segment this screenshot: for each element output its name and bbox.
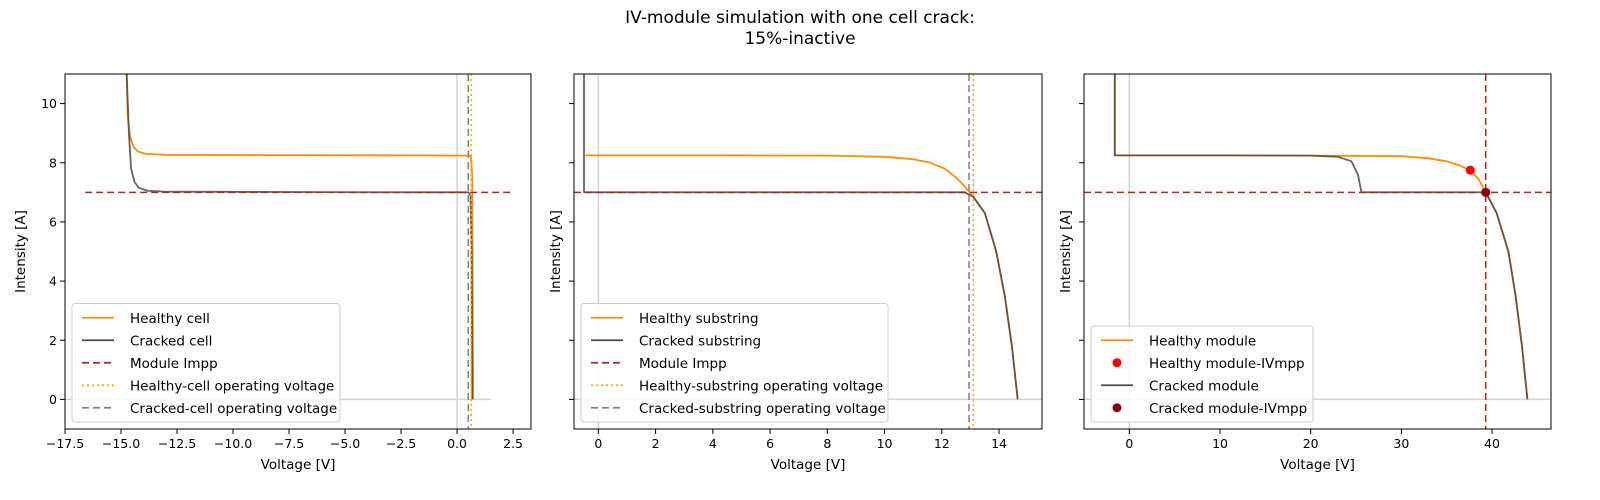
x-tick-label: −5.0 bbox=[330, 436, 360, 451]
series-line-1 bbox=[125, 74, 475, 400]
chart-panel-2: 0 2 4 6 8 10 12 14 Voltage [V] Intensity [A] Healt… bbox=[548, 73, 1043, 473]
legend: Healthy substring Cracked substring Module… bbox=[580, 303, 889, 423]
axes-frame bbox=[64, 73, 532, 430]
x-tick-label: 6 bbox=[766, 436, 774, 451]
x-tick-label: 12 bbox=[934, 436, 950, 451]
legend-label: Cracked module-IVmpp bbox=[1149, 401, 1307, 417]
y-tick-label: 8 bbox=[49, 155, 57, 170]
y-axis-label: Intensity [A] bbox=[1058, 210, 1074, 293]
axes-frame bbox=[573, 73, 1043, 430]
legend-label: Cracked module bbox=[1149, 378, 1259, 394]
chart-panel-1: −17.5 −15.0 −12.5 −10.0 −7.5 −5.0 −2.5 0.0 2.5 0 2… bbox=[13, 73, 532, 473]
x-tick-label: 2 bbox=[652, 436, 660, 451]
legend-label: Cracked substring bbox=[639, 333, 761, 349]
figure-title: IV-module simulation with one cell crack… bbox=[0, 8, 1600, 50]
mpp-marker-1 bbox=[1465, 165, 1475, 175]
x-tick-label: 0 bbox=[1125, 436, 1133, 451]
x-tick-label: 40 bbox=[1484, 436, 1500, 451]
y-tick-label: 4 bbox=[49, 274, 57, 289]
mpp-marker-2 bbox=[1481, 187, 1491, 197]
y-axis-label: Intensity [A] bbox=[13, 210, 29, 293]
y-tick-label: 0 bbox=[49, 392, 57, 407]
x-tick-label: −7.5 bbox=[274, 436, 304, 451]
x-tick-label: 0.0 bbox=[447, 436, 467, 451]
legend-label: Cracked cell bbox=[130, 333, 212, 349]
x-tick-label: 10 bbox=[877, 436, 893, 451]
x-axis-label: Voltage [V] bbox=[1280, 457, 1355, 473]
x-axis-label: Voltage [V] bbox=[771, 457, 846, 473]
x-tick-label: 4 bbox=[709, 436, 717, 451]
x-tick-label: −17.5 bbox=[46, 436, 84, 451]
x-tick-label: −15.0 bbox=[102, 436, 140, 451]
figure-title-line-2: 15%-inactive bbox=[744, 29, 856, 49]
x-tick-label: −10.0 bbox=[214, 436, 252, 451]
y-tick-label: 10 bbox=[41, 96, 57, 111]
legend-label: Healthy cell bbox=[130, 311, 210, 327]
x-tick-label: −2.5 bbox=[386, 436, 416, 451]
y-tick-label: 2 bbox=[49, 333, 57, 348]
legend-box bbox=[580, 303, 889, 423]
x-axis-label: Voltage [V] bbox=[261, 457, 336, 473]
legend: Healthy cell Cracked cell Module Impp Healt… bbox=[71, 303, 341, 423]
x-tick-label: 10 bbox=[1212, 436, 1228, 451]
legend-label: Module Impp bbox=[130, 356, 218, 372]
x-tick-label: 20 bbox=[1303, 436, 1319, 451]
x-tick-label: 0 bbox=[594, 436, 602, 451]
x-tick-label: 14 bbox=[991, 436, 1007, 451]
x-tick-label: 30 bbox=[1393, 436, 1409, 451]
legend-label: Healthy-substring operating voltage bbox=[639, 378, 883, 394]
figure-title-line-1: IV-module simulation with one cell crack… bbox=[625, 8, 975, 28]
legend-label: Healthy module-IVmpp bbox=[1149, 356, 1305, 372]
legend-label: Module Impp bbox=[639, 356, 727, 372]
x-tick-label: 8 bbox=[823, 436, 831, 451]
legend-label: Healthy module bbox=[1149, 333, 1256, 349]
chart-panel-3: 0 10 20 30 40 Voltage [V] Intensity [A] Healthy… bbox=[1058, 73, 1552, 473]
y-axis-label: Intensity [A] bbox=[548, 210, 564, 293]
legend-box bbox=[1090, 325, 1314, 423]
legend-box bbox=[71, 303, 341, 423]
legend-label: Cracked-cell operating voltage bbox=[130, 401, 337, 417]
axes-frame bbox=[1083, 73, 1552, 430]
legend-label: Cracked-substring operating voltage bbox=[639, 401, 886, 417]
legend-marker bbox=[1112, 358, 1122, 368]
y-tick-label: 6 bbox=[49, 214, 57, 229]
x-tick-label: −12.5 bbox=[158, 436, 196, 451]
legend-label: Healthy substring bbox=[639, 311, 759, 327]
x-tick-label: 2.5 bbox=[503, 436, 523, 451]
legend: Healthy module Healthy module-IVmpp Cracke… bbox=[1090, 325, 1314, 423]
legend-label: Healthy-cell operating voltage bbox=[130, 378, 334, 394]
legend-marker bbox=[1112, 403, 1122, 413]
